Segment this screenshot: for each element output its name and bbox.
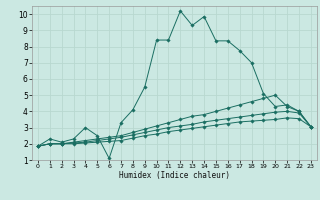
X-axis label: Humidex (Indice chaleur): Humidex (Indice chaleur) (119, 171, 230, 180)
